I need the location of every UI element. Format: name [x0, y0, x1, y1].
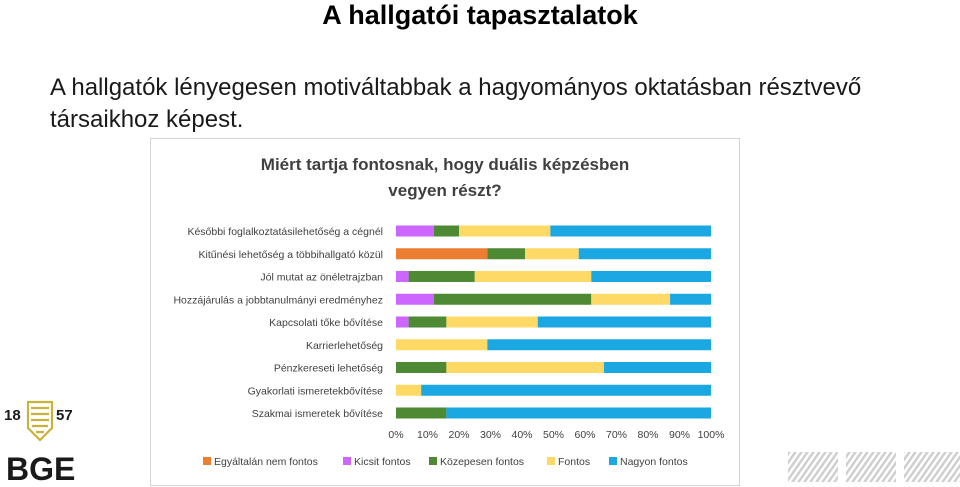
- legend-swatch: [609, 457, 617, 465]
- bar-segment: [396, 339, 488, 351]
- bar-segment: [396, 407, 447, 419]
- logo-shield-icon: [26, 400, 54, 442]
- bar-segment: [603, 362, 711, 373]
- legend-swatch: [203, 457, 211, 465]
- bar-segment: [396, 293, 434, 305]
- bar-segment: [446, 316, 538, 328]
- legend-swatch: [547, 457, 555, 465]
- bar-segment: [550, 225, 711, 237]
- bar-segment: [396, 225, 434, 237]
- bar-segment: [433, 293, 592, 305]
- legend-label: Közepesen fontos: [440, 456, 524, 468]
- legend-swatch: [343, 457, 351, 465]
- bar-segment: [396, 248, 488, 260]
- x-tick-label: 100%: [698, 429, 725, 441]
- bar-segment: [433, 225, 459, 237]
- stacked-bar-chart: Miért tartja fontosnak, hogy duális képz…: [173, 155, 725, 468]
- bar-segment: [446, 407, 711, 419]
- legend-swatch: [429, 457, 437, 465]
- logo-name: BGE: [6, 451, 75, 484]
- category-label: Szakmai ismeretek bővítése: [252, 408, 383, 420]
- logo-year-left: 18: [4, 407, 21, 424]
- bar-segment: [408, 271, 475, 282]
- chart-container: Miért tartja fontosnak, hogy duális képz…: [150, 138, 740, 486]
- bar-segment: [396, 384, 422, 396]
- bar-segment: [459, 225, 551, 237]
- bar-segment: [446, 362, 604, 373]
- bar-segment: [670, 293, 711, 305]
- legend-label: Fontos: [558, 456, 590, 468]
- legend-label: Nagyon fontos: [620, 456, 688, 468]
- logo-year-right: 57: [56, 407, 73, 424]
- decorative-hatch-pattern: [788, 452, 960, 482]
- bge-logo: 18 57 BGE: [4, 400, 75, 484]
- x-tick-label: 0%: [388, 429, 403, 441]
- bar-segment: [396, 362, 447, 373]
- bar-segment: [396, 316, 409, 328]
- bar-segment: [487, 339, 711, 351]
- bar-segment: [591, 293, 671, 305]
- category-label: Kitűnési lehetőség a többihallgató közül: [199, 249, 383, 261]
- bar-segment: [421, 384, 711, 396]
- bar-segment: [408, 316, 447, 328]
- x-tick-label: 80%: [637, 429, 658, 441]
- bar-segment: [525, 248, 579, 260]
- slide-title: A hallgatói tapasztalatok: [322, 0, 638, 30]
- category-label: Pénzkereseti lehetőség: [274, 363, 383, 375]
- legend-label: Egyáltalán nem fontos: [214, 456, 318, 468]
- x-tick-label: 70%: [606, 429, 627, 441]
- x-tick-label: 40%: [511, 429, 532, 441]
- x-tick-label: 30%: [480, 429, 501, 441]
- bar-segment: [474, 271, 592, 282]
- category-label: Jól mutat az önéletrajzban: [260, 272, 383, 284]
- slide-body-text: A hallgatók lényegesen motiváltabbak a h…: [50, 74, 862, 133]
- x-tick-label: 50%: [543, 429, 564, 441]
- x-tick-label: 10%: [417, 429, 438, 441]
- category-label: Későbbi foglalkoztatásilehetőség a cégné…: [187, 226, 383, 238]
- bar-segment: [487, 248, 526, 260]
- category-label: Karrierlehetőség: [306, 340, 383, 352]
- chart-title-line: vegyen részt?: [388, 181, 501, 200]
- x-tick-label: 90%: [669, 429, 690, 441]
- bar-segment: [578, 248, 711, 260]
- category-label: Gyakorlati ismeretekbővítése: [248, 385, 384, 397]
- chart-title-line: Miért tartja fontosnak, hogy duális képz…: [261, 155, 629, 174]
- x-tick-label: 60%: [574, 429, 595, 441]
- bar-segment: [591, 271, 711, 282]
- category-label: Hozzájárulás a jobbtanulmányi eredményhe…: [173, 294, 383, 306]
- legend-label: Kicsit fontos: [354, 456, 411, 468]
- category-label: Kapcsolati tőke bővítése: [269, 317, 383, 329]
- bar-segment: [537, 316, 711, 328]
- x-tick-label: 20%: [448, 429, 469, 441]
- bar-segment: [396, 271, 409, 282]
